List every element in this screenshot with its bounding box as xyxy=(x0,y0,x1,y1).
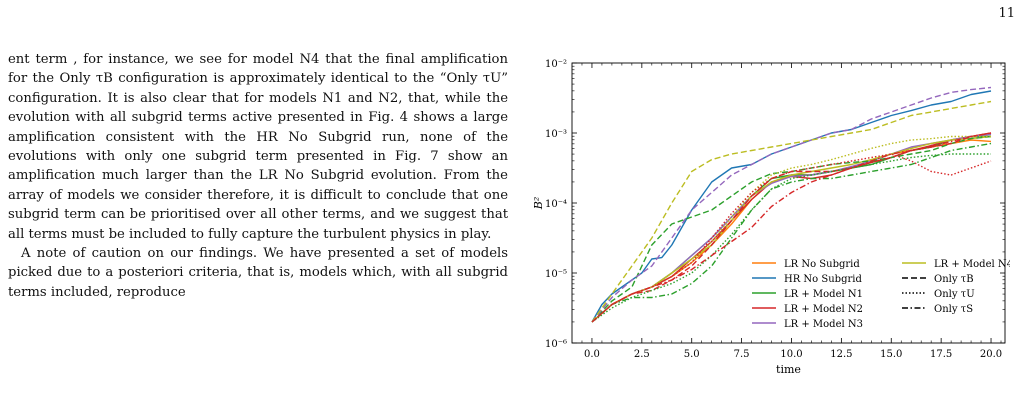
y-tick-label: 10⁻⁴ xyxy=(545,199,567,210)
series-line xyxy=(591,86,992,323)
legend-label: LR No Subgrid xyxy=(784,259,860,270)
plot-frame xyxy=(571,62,1006,344)
series-line xyxy=(591,135,992,323)
x-tick-label: 7.5 xyxy=(734,349,750,360)
legend-label: LR + Model N1 xyxy=(784,289,863,300)
x-tick-label: 12.5 xyxy=(830,349,852,360)
series-line xyxy=(591,132,992,323)
chart-legend: LR No Subgrid HR No Subgrid LR + Model N1 L… xyxy=(752,259,1010,330)
x-tick-label: 5.0 xyxy=(684,349,700,360)
series-line xyxy=(591,153,991,323)
legend-label: LR + Model N2 xyxy=(784,304,863,315)
x-tick-label: 10.0 xyxy=(780,349,802,360)
legend-label: HR No Subgrid xyxy=(784,274,862,285)
legend-label: Only τS xyxy=(934,304,973,315)
series-line xyxy=(591,132,992,323)
x-axis-label: time xyxy=(776,363,801,376)
y-tick-label: 10⁻³ xyxy=(545,129,567,140)
legend-label: LR + Model N4 xyxy=(934,259,1010,270)
series-line xyxy=(591,153,992,323)
y-tick-label: 10⁻⁶ xyxy=(545,339,567,350)
magnetic-energy-chart: 0.0 2.5 5.0 7.5 10.0 12.5 15.0 17.5 20.0 10⁻⁶ 10⁻⁵… xyxy=(532,59,1010,376)
y-axis-label: B² xyxy=(532,197,545,211)
body-text: ent term , for instance, we see for mode… xyxy=(8,50,508,302)
paragraph-1-text: ent term , for instance, we see for mode… xyxy=(8,52,508,242)
y-tick-label: 10⁻⁵ xyxy=(545,269,567,280)
x-tick-label: 2.5 xyxy=(634,349,650,360)
series-line xyxy=(591,142,992,323)
paragraph-2: A note of caution on our findings. We ha… xyxy=(8,244,508,302)
page-number: 11 xyxy=(998,6,1015,21)
x-tick-label: 0.0 xyxy=(584,349,600,360)
x-tick-label: 17.5 xyxy=(930,349,952,360)
x-tick-label: 20.0 xyxy=(980,349,1002,360)
y-tick-label: 10⁻² xyxy=(545,59,567,70)
legend-label: LR + Model N3 xyxy=(784,319,863,330)
x-tick-label: 15.0 xyxy=(880,349,902,360)
legend-label: Only τU xyxy=(934,289,975,300)
paragraph-2-text: A note of caution on our findings. We ha… xyxy=(8,246,508,300)
paragraph-1: ent term , for instance, we see for mode… xyxy=(8,50,508,244)
legend-label: Only τB xyxy=(934,274,974,285)
